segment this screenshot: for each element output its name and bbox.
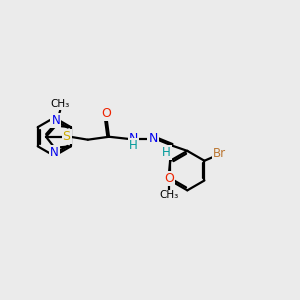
Text: O: O [164, 172, 174, 185]
Text: CH₃: CH₃ [159, 190, 178, 200]
Text: CH₃: CH₃ [51, 99, 70, 109]
Text: S: S [63, 130, 70, 143]
Text: Br: Br [213, 147, 226, 160]
Text: N: N [51, 114, 60, 127]
Text: N: N [129, 132, 138, 145]
Text: N: N [148, 132, 158, 145]
Text: H: H [129, 139, 138, 152]
Text: N: N [50, 146, 59, 159]
Text: O: O [102, 107, 112, 120]
Text: H: H [162, 146, 171, 159]
